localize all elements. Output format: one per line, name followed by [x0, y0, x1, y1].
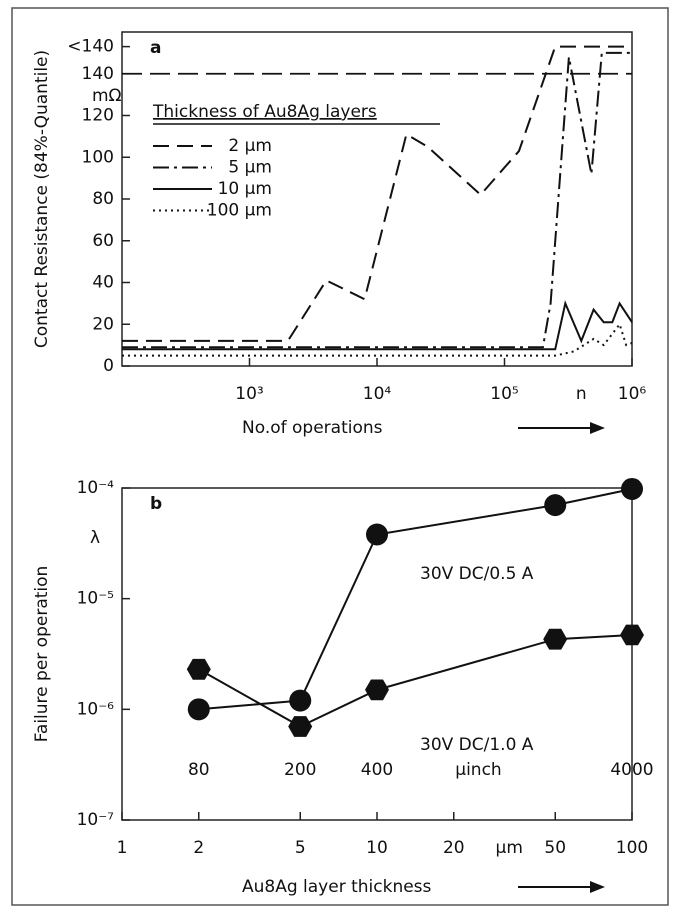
- legend-label: 2 µm: [228, 136, 272, 156]
- y-tick-label: 10⁻⁷: [77, 810, 115, 830]
- legend-label: 5 µm: [228, 158, 272, 178]
- x-tick-label: 10: [366, 838, 388, 858]
- y-tick-label: 10⁻⁵: [77, 589, 114, 609]
- series-label: 30V DC/1.0 A: [420, 735, 534, 755]
- x-axis-label: No.of operations: [242, 418, 383, 438]
- y-tick-label: 10⁻⁴: [77, 478, 115, 498]
- x-tick-label: 10⁶: [618, 384, 647, 404]
- y-tick-label: 140: [82, 64, 114, 84]
- series-line: [122, 51, 632, 349]
- marker: [620, 624, 644, 646]
- x-tick-label: 100: [616, 838, 648, 858]
- y-tick-label: 40: [92, 273, 114, 293]
- y-axis-label: Failure per operation: [32, 566, 52, 743]
- series-line: [198, 488, 633, 711]
- y-axis-label: Contact Resistance (84%-Quantile): [32, 50, 52, 348]
- arrow-head: [590, 422, 605, 434]
- x-tick-label: 2: [193, 838, 204, 858]
- y-tick-label: 60: [92, 231, 114, 251]
- series-line: [198, 634, 633, 728]
- x-marker: n: [576, 384, 587, 404]
- x-tick-label: 5: [295, 838, 306, 858]
- figure-border: [11, 7, 669, 906]
- plot-frame: [121, 31, 633, 367]
- marker: [187, 698, 210, 721]
- y-tick-label: <140: [67, 37, 114, 57]
- top-tick-label: 4000: [610, 760, 653, 780]
- x-tick-label: 10³: [235, 384, 263, 404]
- top-tick-label: 80: [188, 760, 210, 780]
- marker: [288, 716, 313, 737]
- marker: [621, 477, 643, 500]
- arrow-head: [590, 881, 605, 893]
- x-tick-label: 50: [544, 838, 566, 858]
- marker: [186, 658, 211, 680]
- marker: [543, 628, 568, 650]
- series-label: 30V DC/0.5 A: [420, 564, 534, 584]
- y-tick-label: 0: [103, 356, 114, 376]
- top-unit: µinch: [455, 760, 501, 780]
- marker: [544, 494, 567, 517]
- panel-label: a: [150, 38, 161, 58]
- y-symbol: λ: [90, 528, 100, 548]
- y-tick-label: 100: [82, 147, 114, 167]
- top-tick-label: 400: [361, 760, 393, 780]
- series-line: [122, 45, 632, 342]
- x-tick-label: 10⁵: [490, 384, 518, 404]
- x-tick-label: 10⁴: [363, 384, 392, 404]
- series-line: [122, 322, 633, 357]
- y-tick-label: 10⁻⁶: [77, 699, 115, 719]
- x-unit: µm: [496, 838, 523, 858]
- y-unit: mΩ: [92, 86, 122, 106]
- legend-title: Thickness of Au8Ag layers: [152, 102, 377, 122]
- marker: [289, 689, 312, 712]
- y-tick-label: 120: [82, 106, 114, 126]
- x-tick-label: 1: [117, 838, 128, 858]
- legend-label: 10 µm: [218, 179, 272, 199]
- y-tick-label: 20: [92, 314, 114, 334]
- legend-label: 100 µm: [207, 201, 272, 221]
- y-tick-label: 80: [92, 189, 114, 209]
- marker: [365, 679, 389, 701]
- series-line: [122, 300, 633, 351]
- top-tick-label: 200: [284, 760, 316, 780]
- x-axis-label: Au8Ag layer thickness: [242, 877, 432, 897]
- x-tick-label: 20: [443, 838, 465, 858]
- panel-label: b: [150, 494, 162, 514]
- marker: [366, 523, 388, 546]
